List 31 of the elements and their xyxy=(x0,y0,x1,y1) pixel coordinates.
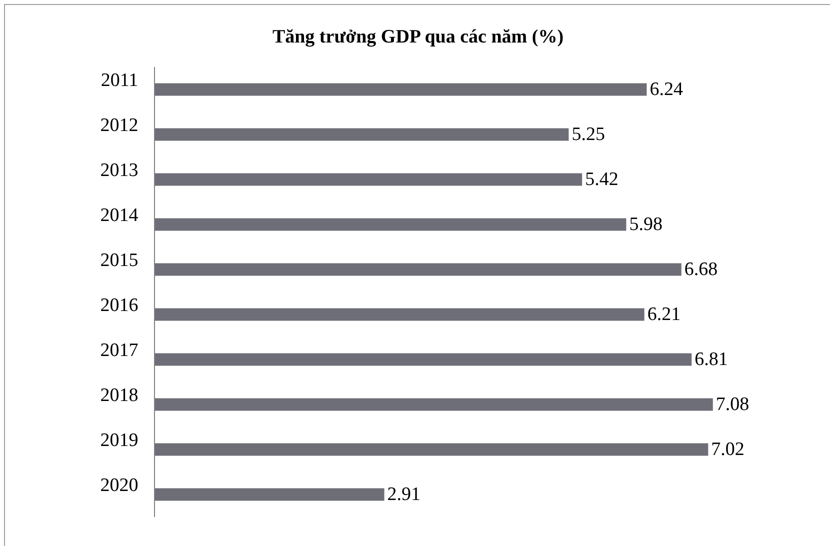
bar xyxy=(155,128,569,141)
y-tick-label: 2018 xyxy=(100,385,138,406)
y-tick-label: 2019 xyxy=(100,430,138,452)
bar xyxy=(155,398,713,411)
data-label: 7.02 xyxy=(711,439,744,460)
y-tick-label: 2020 xyxy=(100,475,138,496)
bar xyxy=(155,488,384,501)
y-tick-label: 2012 xyxy=(100,115,138,136)
data-label: 5.42 xyxy=(585,169,618,190)
bar xyxy=(155,218,626,231)
bar xyxy=(155,173,582,186)
y-tick-label: 2013 xyxy=(100,160,138,182)
y-tick-label: 2016 xyxy=(100,295,138,316)
chart-title: Tăng trưởng GDP qua các năm (%) xyxy=(272,26,564,48)
data-label: 6.24 xyxy=(650,79,684,100)
data-label: 6.68 xyxy=(684,259,718,280)
data-label: 5.25 xyxy=(572,124,605,145)
bar xyxy=(155,353,692,366)
data-label: 2.91 xyxy=(387,484,421,505)
y-tick-label: 2015 xyxy=(100,250,138,272)
bar xyxy=(155,308,644,321)
y-tick-label: 2011 xyxy=(100,70,138,92)
data-label: 5.98 xyxy=(629,214,662,235)
y-tick-label: 2017 xyxy=(100,340,138,362)
y-tick-label: 2014 xyxy=(100,205,139,226)
data-label: 6.21 xyxy=(647,304,681,325)
bar xyxy=(155,83,647,96)
data-label: 7.08 xyxy=(716,394,750,415)
bar xyxy=(155,263,682,276)
data-label: 6.81 xyxy=(694,349,728,370)
bar xyxy=(155,443,708,456)
